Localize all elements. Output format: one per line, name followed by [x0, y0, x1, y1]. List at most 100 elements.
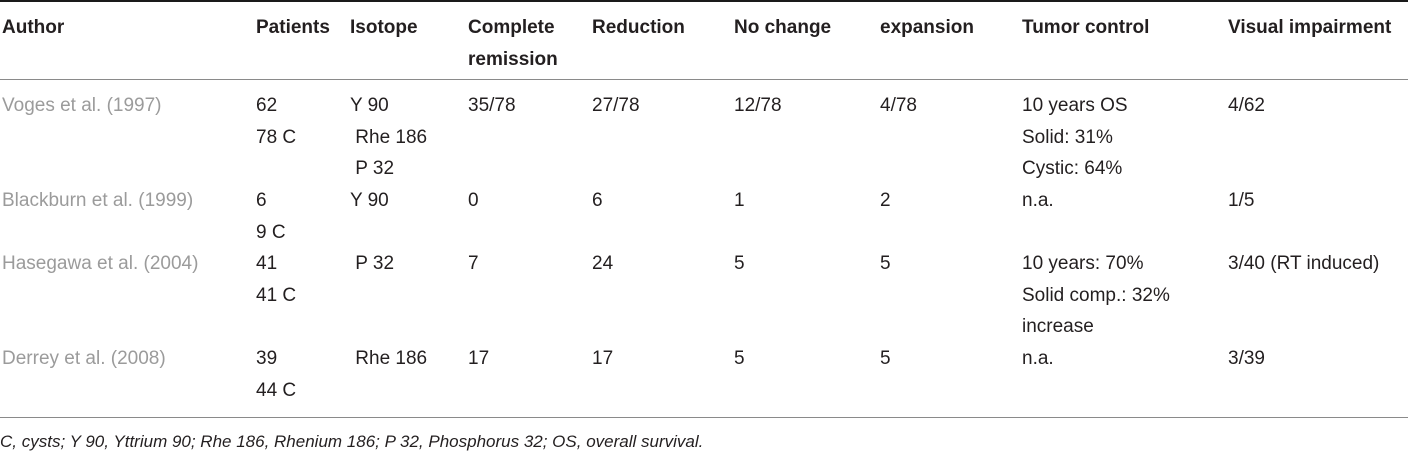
- cell-text: 39: [256, 348, 278, 369]
- cell-text: Derrey et al. (2008): [2, 348, 166, 369]
- cell-text: Solid: 31%: [1022, 126, 1113, 148]
- cell-text: 4/78: [880, 95, 917, 116]
- cell-text: increase: [1022, 316, 1094, 337]
- cell-text: 10 years OS: [1022, 95, 1128, 116]
- cell-no-change: 1: [734, 185, 745, 217]
- cell-text: 62: [256, 95, 278, 116]
- table-top-rule: [0, 0, 1408, 2]
- cell-text: 41 C: [256, 284, 297, 306]
- cell-patients: 39 44 C: [256, 343, 296, 406]
- cell-text: 5: [880, 253, 891, 274]
- cell-text: 5: [734, 253, 745, 274]
- cell-text: Hasegawa et al. (2004): [2, 253, 199, 274]
- cell-text: 35/78: [468, 95, 516, 116]
- column-header-text: Tumor control: [1022, 17, 1150, 38]
- cell-isotope: P 32: [350, 248, 394, 280]
- cell-expansion: 2: [880, 185, 891, 217]
- column-header-text: No change: [734, 17, 832, 38]
- column-header-text: remission: [468, 49, 558, 70]
- cell-text: 17: [592, 348, 614, 369]
- cell-no-change: 12/78: [734, 90, 782, 122]
- cell-tumor-control: n.a.: [1022, 343, 1054, 375]
- column-header-patients: Patients: [256, 12, 330, 44]
- column-header-text: Author: [2, 17, 65, 38]
- column-header-reduction: Reduction: [592, 12, 685, 44]
- column-header-no-change: No change: [734, 12, 831, 44]
- cell-text: 78 C: [256, 126, 297, 148]
- cell-text: 17: [468, 348, 490, 369]
- cell-text: 6: [256, 190, 267, 211]
- column-header-visual-impairment: Visual impairment: [1228, 12, 1391, 44]
- cell-visual-impairment: 1/5: [1228, 185, 1254, 217]
- column-header-text: Reduction: [592, 17, 685, 38]
- column-header-complete-remission: Complete remission: [468, 12, 558, 76]
- cell-patients: 41 41 C: [256, 248, 296, 311]
- cell-text: 41: [256, 253, 278, 274]
- table-bottom-rule: [0, 417, 1408, 418]
- cell-expansion: 5: [880, 343, 891, 375]
- cell-author: Voges et al. (1997): [2, 90, 162, 122]
- cell-reduction: 24: [592, 248, 613, 280]
- cell-author: Derrey et al. (2008): [2, 343, 166, 375]
- header-rule: [0, 79, 1408, 80]
- cell-complete-remission: 17: [468, 343, 489, 375]
- column-header-expansion: expansion: [880, 12, 974, 44]
- cell-isotope: Y 90 Rhe 186 P 32: [350, 90, 427, 185]
- cell-text: Y 90: [350, 95, 389, 116]
- table-footnote: C, cysts; Y 90, Yttrium 90; Rhe 186, Rhe…: [0, 432, 704, 451]
- cell-text: P 32: [350, 158, 395, 179]
- cell-tumor-control: n.a.: [1022, 185, 1054, 217]
- cell-text: Rhe 186: [350, 126, 428, 148]
- cell-isotope: Rhe 186: [350, 343, 427, 375]
- cell-visual-impairment: 4/62: [1228, 90, 1265, 122]
- cell-author: Blackburn et al. (1999): [2, 185, 193, 217]
- cell-text: Voges et al. (1997): [2, 95, 162, 116]
- column-header-tumor-control: Tumor control: [1022, 12, 1149, 44]
- cell-text: P 32: [350, 253, 395, 274]
- column-header-text: Isotope: [350, 17, 418, 38]
- cell-text: 5: [880, 348, 891, 369]
- cell-complete-remission: 0: [468, 185, 479, 217]
- cell-text: Y 90: [350, 190, 389, 211]
- cell-no-change: 5: [734, 343, 745, 375]
- cell-text: 3/39: [1228, 348, 1265, 369]
- cell-text: 2: [880, 190, 891, 211]
- cell-author: Hasegawa et al. (2004): [2, 248, 198, 280]
- column-header-text: Visual impairment: [1228, 17, 1392, 38]
- cell-text: Cystic: 64%: [1022, 158, 1123, 179]
- cell-expansion: 4/78: [880, 90, 917, 122]
- cell-text: 0: [468, 190, 479, 211]
- cell-no-change: 5: [734, 248, 745, 280]
- cell-expansion: 5: [880, 248, 891, 280]
- column-header-text: expansion: [880, 17, 974, 38]
- cell-patients: 62 78 C: [256, 90, 296, 153]
- cell-text: 27/78: [592, 95, 640, 116]
- cell-text: Blackburn et al. (1999): [2, 190, 194, 211]
- cell-text: 24: [592, 253, 614, 274]
- column-header-author: Author: [2, 12, 64, 44]
- column-header-text: Complete: [468, 17, 555, 38]
- cell-reduction: 6: [592, 185, 603, 217]
- cell-text: 1/5: [1228, 190, 1255, 211]
- cell-isotope: Y 90: [350, 185, 389, 217]
- cell-visual-impairment: 3/39: [1228, 343, 1265, 375]
- cell-text: 1: [734, 190, 745, 211]
- cell-reduction: 17: [592, 343, 613, 375]
- cell-reduction: 27/78: [592, 90, 640, 122]
- cell-text: n.a.: [1022, 348, 1054, 369]
- cell-complete-remission: 7: [468, 248, 479, 280]
- cell-text: 3/40 (RT induced): [1228, 253, 1380, 274]
- cell-text: 12/78: [734, 95, 782, 116]
- cell-visual-impairment: 3/40 (RT induced): [1228, 248, 1379, 280]
- column-header-isotope: Isotope: [350, 12, 418, 44]
- cell-text: 7: [468, 253, 479, 274]
- cell-text: n.a.: [1022, 190, 1054, 211]
- cell-text: Rhe 186: [350, 348, 428, 369]
- column-header-text: Patients: [256, 17, 330, 38]
- cell-text: Solid comp.: 32%: [1022, 284, 1170, 306]
- cell-tumor-control: 10 years OS Solid: 31% Cystic: 64%: [1022, 90, 1128, 185]
- cell-complete-remission: 35/78: [468, 90, 516, 122]
- cell-text: 6: [592, 190, 603, 211]
- cell-text: 10 years: 70%: [1022, 253, 1144, 274]
